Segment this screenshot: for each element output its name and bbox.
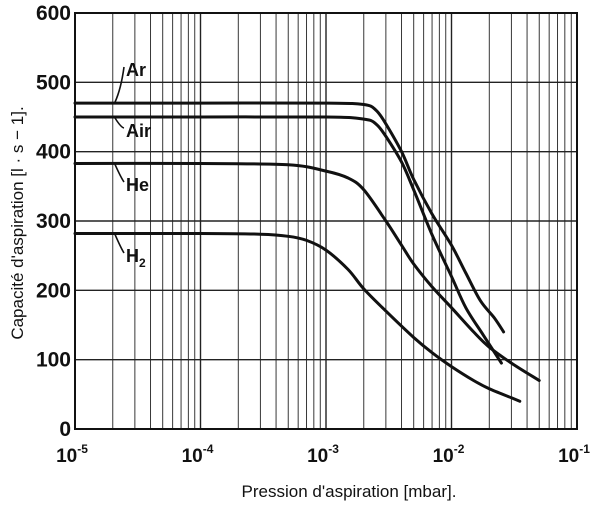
series-label-subscript: 2	[139, 256, 146, 270]
x-tick-label: 10-3	[307, 442, 339, 467]
y-tick-label: 600	[36, 2, 71, 25]
y-tick-label: 100	[36, 349, 71, 372]
series-line-he	[73, 161, 541, 382]
x-tick-label: 10-1	[558, 442, 590, 467]
y-tick-label: 0	[59, 418, 71, 441]
series-label: Ar	[126, 60, 146, 80]
x-tick-exponent: -1	[579, 442, 590, 456]
series-label: Air	[126, 121, 151, 141]
x-tick-label: 10-2	[433, 442, 465, 467]
series-leader-line	[114, 234, 125, 254]
x-axis-title: Pression d'aspiration [mbar].	[242, 482, 457, 501]
x-tick-label: 10-5	[56, 442, 88, 467]
grid	[74, 12, 578, 430]
series-leader-line	[114, 164, 125, 183]
x-tick-exponent: -3	[328, 442, 339, 456]
series-line-air	[73, 115, 503, 365]
y-tick-label: 400	[36, 141, 71, 164]
y-axis-title: Capacité d'aspiration [l · s − 1].	[8, 106, 27, 339]
series-line-ar	[73, 101, 506, 334]
y-tick-label: 500	[36, 71, 71, 94]
y-tick-label: 300	[36, 210, 71, 233]
series-curves	[73, 101, 541, 403]
x-tick-exponent: -4	[203, 442, 214, 456]
series-labels: Ar Air He H2	[114, 60, 151, 270]
x-tick-exponent: -2	[454, 442, 465, 456]
plot-frame	[74, 12, 578, 430]
axis-ticks: 0 100 200 300 400 500 600 10-5 10-4 10-3 10-2 10-1	[36, 2, 590, 467]
x-tick-exponent: -5	[77, 442, 88, 456]
series-label: H2	[126, 246, 146, 270]
series-leader-line	[114, 66, 125, 103]
series-label: He	[126, 175, 149, 195]
x-tick-label: 10-4	[182, 442, 214, 467]
y-tick-label: 200	[36, 279, 71, 302]
series-leader-line	[114, 117, 125, 129]
series-line-h2	[73, 231, 522, 403]
